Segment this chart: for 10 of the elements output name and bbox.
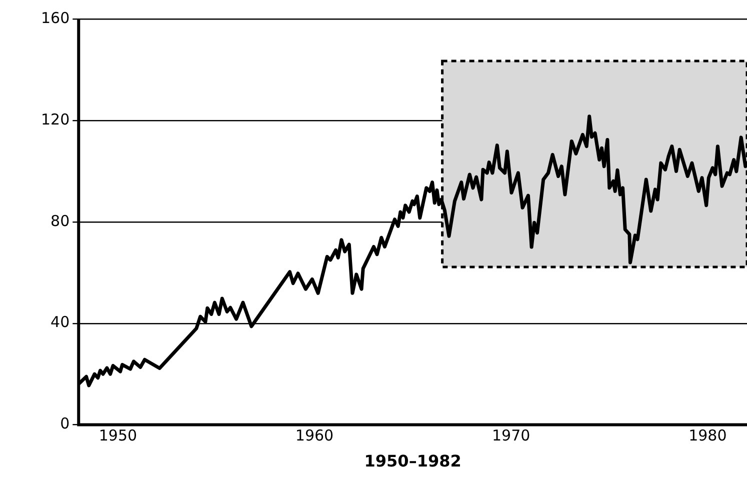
x-tick-label: 1970	[492, 426, 530, 445]
y-tick-label: 0	[60, 414, 70, 433]
y-tick-label: 160	[40, 8, 70, 27]
x-tick-label: 1950	[98, 426, 138, 445]
x-axis-title: 1950–1982	[364, 452, 462, 471]
x-tick-label: 1960	[295, 426, 334, 445]
y-tick-label: 40	[50, 313, 70, 332]
y-tick-label: 120	[40, 110, 70, 128]
y-tick-label: 80	[50, 212, 70, 230]
x-tick-label: 1980	[688, 426, 727, 445]
